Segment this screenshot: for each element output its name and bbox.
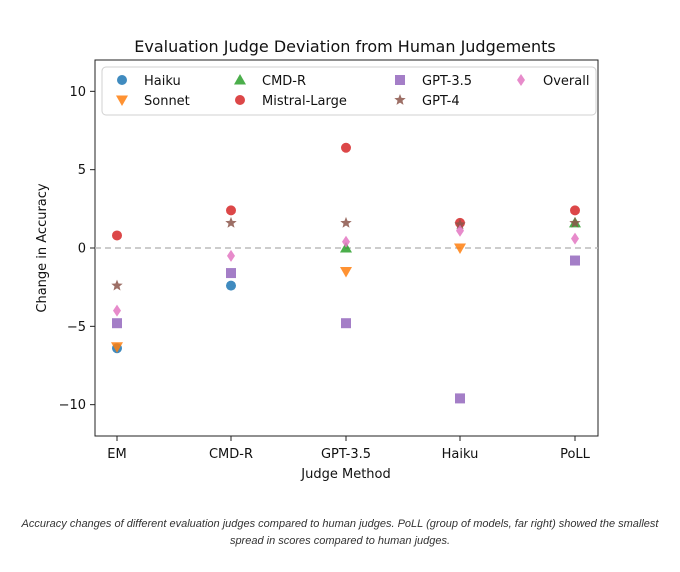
point-sonnet-haiku	[454, 243, 466, 254]
point-gpt-4-gpt-3-5	[340, 216, 352, 228]
point-mistral-large-gpt-3-5	[341, 142, 351, 153]
y-tick-label: −5	[67, 320, 86, 335]
point-overall-em	[113, 304, 121, 317]
point-sonnet-em	[111, 342, 123, 353]
point-sonnet-gpt-3-5	[340, 267, 352, 278]
x-tick-label: EM	[107, 447, 126, 462]
legend-marker-cmd-r	[234, 74, 246, 85]
y-tick-label: −10	[59, 398, 86, 413]
point-gpt-3-5-haiku	[455, 393, 465, 404]
legend-label-haiku: Haiku	[144, 74, 181, 89]
legend-label-overall: Overall	[543, 74, 589, 89]
chart-title: Evaluation Judge Deviation from Human Ju…	[134, 37, 556, 56]
data-points	[111, 142, 581, 404]
point-mistral-large-cmd-r	[226, 205, 236, 216]
chart: Evaluation Judge Deviation from Human Ju…	[35, 37, 599, 482]
x-tick-label: PoLL	[560, 447, 591, 462]
point-gpt-3-5-poll	[570, 255, 580, 266]
point-gpt-4-haiku	[454, 218, 466, 230]
legend-label-gpt-3-5: GPT-3.5	[422, 74, 472, 89]
legend-marker-overall	[517, 74, 525, 86]
y-tick-label: 5	[78, 163, 86, 178]
point-haiku-cmd-r	[226, 280, 236, 291]
y-axis-ticks: 10 5 0 −5 −10	[59, 85, 95, 413]
x-axis-label: Judge Method	[300, 467, 390, 482]
legend-label-sonnet: Sonnet	[144, 94, 190, 109]
legend-box	[101, 66, 597, 116]
x-tick-label: GPT-3.5	[321, 447, 371, 462]
point-gpt-3-5-cmd-r	[226, 268, 236, 279]
y-axis-label: Change in Accuracy	[35, 183, 50, 313]
point-gpt-4-em	[111, 279, 123, 291]
point-overall-cmd-r	[227, 249, 235, 262]
point-overall-poll	[571, 232, 579, 245]
x-tick-label: Haiku	[442, 447, 479, 462]
point-gpt-3-5-em	[112, 318, 122, 329]
point-overall-haiku	[456, 224, 464, 237]
point-gpt-4-poll	[569, 216, 581, 228]
legend: Haiku Sonnet CMD-R Mistral-Large GPT-3.5 GPT-…	[101, 66, 597, 116]
point-gpt-3-5-gpt-3-5	[341, 318, 351, 329]
point-mistral-large-poll	[570, 205, 580, 216]
legend-marker-haiku	[117, 75, 127, 85]
legend-marker-sonnet	[116, 95, 128, 106]
point-overall-gpt-3-5	[342, 235, 350, 248]
figure-caption: Accuracy changes of different evaluation…	[21, 518, 659, 547]
legend-label-cmd-r: CMD-R	[262, 74, 306, 89]
y-tick-label: 10	[69, 85, 86, 100]
legend-label-gpt-4: GPT-4	[422, 94, 460, 109]
x-axis-ticks: EM CMD-R GPT-3.5 Haiku PoLL	[107, 436, 591, 462]
point-gpt-4-cmd-r	[225, 216, 237, 228]
legend-label-mistral-large: Mistral-Large	[262, 94, 347, 109]
x-tick-label: CMD-R	[209, 447, 253, 462]
y-tick-label: 0	[78, 242, 86, 257]
legend-marker-gpt-4	[394, 94, 406, 105]
legend-marker-gpt-3-5	[395, 75, 405, 85]
legend-marker-mistral-large	[235, 95, 245, 105]
point-mistral-large-em	[112, 230, 122, 241]
